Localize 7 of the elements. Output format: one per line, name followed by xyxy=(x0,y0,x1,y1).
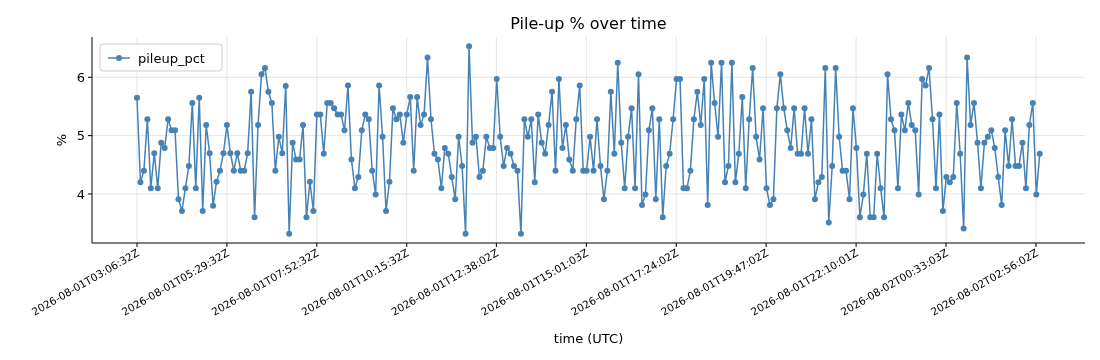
legend-label: pileup_pct xyxy=(138,50,205,66)
chart-title: Pile-up % over time xyxy=(510,14,667,33)
y-tick-label: 4 xyxy=(76,186,85,202)
y-tick-label: 5 xyxy=(76,128,85,144)
y-axis-title: % xyxy=(54,133,69,147)
x-axis-title: time (UTC) xyxy=(553,331,624,346)
y-tick-label: 6 xyxy=(76,69,85,85)
